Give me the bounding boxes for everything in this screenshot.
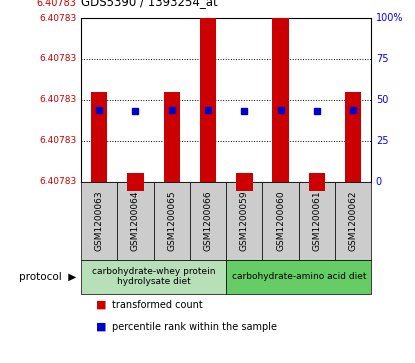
Text: GSM1200059: GSM1200059 <box>240 190 249 251</box>
Text: 0: 0 <box>376 176 382 187</box>
Text: carbohydrate-amino acid diet: carbohydrate-amino acid diet <box>232 272 366 281</box>
Bar <box>299 182 335 260</box>
Bar <box>263 182 299 260</box>
Text: 100%: 100% <box>376 13 403 23</box>
Text: 6.40783: 6.40783 <box>39 95 76 104</box>
Bar <box>117 182 154 260</box>
Bar <box>236 174 252 182</box>
Bar <box>236 182 252 191</box>
Text: GSM1200063: GSM1200063 <box>95 190 104 251</box>
Text: 75: 75 <box>376 54 388 64</box>
Bar <box>81 182 117 260</box>
Bar <box>81 260 226 294</box>
Bar <box>345 92 361 182</box>
Text: percentile rank within the sample: percentile rank within the sample <box>112 322 277 332</box>
Bar <box>226 182 263 260</box>
Text: ■: ■ <box>96 300 107 310</box>
Text: GSM1200060: GSM1200060 <box>276 190 285 251</box>
Bar <box>335 182 371 260</box>
Bar <box>226 260 371 294</box>
Text: GDS5390 / 1393254_at: GDS5390 / 1393254_at <box>81 0 218 8</box>
Bar <box>273 18 289 182</box>
Text: 25: 25 <box>376 136 388 146</box>
Text: 6.40783: 6.40783 <box>39 136 76 145</box>
Text: 6.40783: 6.40783 <box>39 14 76 23</box>
Text: carbohydrate-whey protein
hydrolysate diet: carbohydrate-whey protein hydrolysate di… <box>92 267 215 286</box>
Bar <box>190 182 226 260</box>
Bar <box>91 92 107 182</box>
Text: GSM1200062: GSM1200062 <box>349 190 358 251</box>
Text: ■: ■ <box>96 322 107 332</box>
Text: 6.40783: 6.40783 <box>39 177 76 186</box>
Text: transformed count: transformed count <box>112 300 203 310</box>
Text: protocol  ▶: protocol ▶ <box>20 272 76 282</box>
Text: 6.40783: 6.40783 <box>39 54 76 64</box>
Bar <box>127 174 144 182</box>
Bar <box>309 182 325 191</box>
Text: GSM1200065: GSM1200065 <box>167 190 176 251</box>
Bar <box>309 174 325 182</box>
Bar <box>200 18 216 182</box>
Bar <box>164 92 180 182</box>
Text: GSM1200064: GSM1200064 <box>131 190 140 251</box>
Text: 6.40783: 6.40783 <box>37 0 76 8</box>
Bar <box>154 182 190 260</box>
Text: 50: 50 <box>376 95 388 105</box>
Text: GSM1200061: GSM1200061 <box>312 190 322 251</box>
Text: GSM1200066: GSM1200066 <box>203 190 212 251</box>
Bar <box>127 182 144 191</box>
